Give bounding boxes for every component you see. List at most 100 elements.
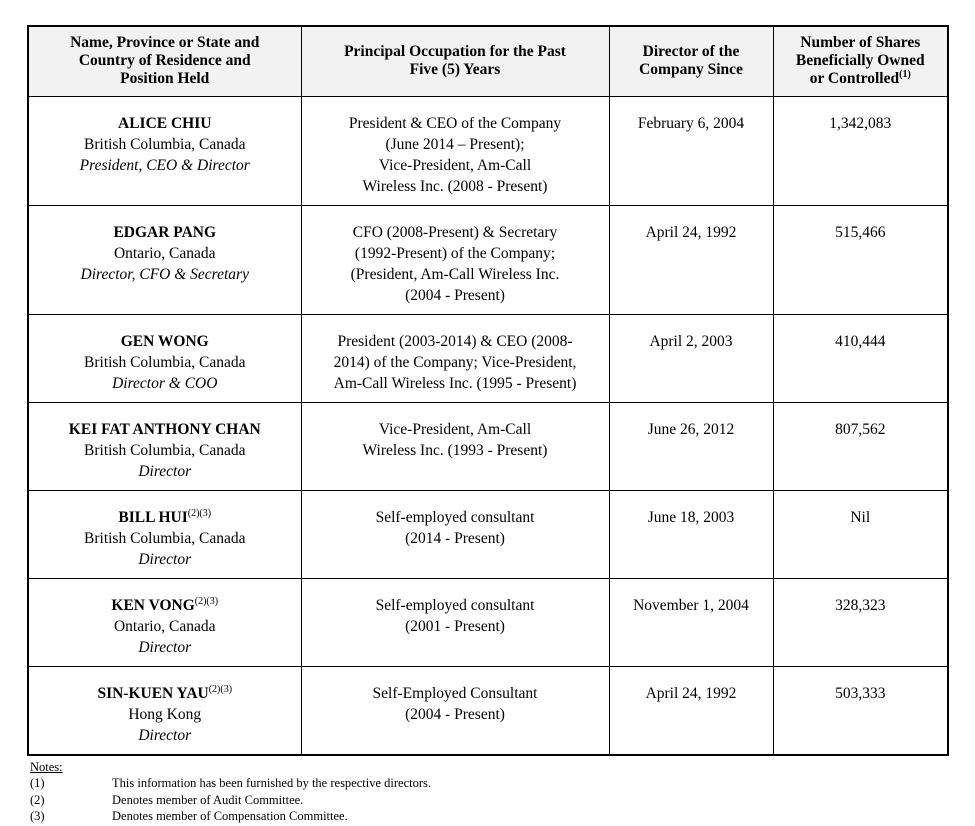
name-cell: EDGAR PANG Ontario, Canada Director, CFO…	[27, 204, 302, 315]
director-occupation: President (2003-2014) & CEO (2008- 2014)…	[333, 332, 577, 392]
table-row: EDGAR PANG Ontario, Canada Director, CFO…	[27, 204, 949, 315]
shares-count: 515,466	[835, 223, 886, 241]
director-occupation: Self-Employed Consultant (2004 - Present…	[372, 684, 538, 723]
director-name: KEI FAT ANTHONY CHAN	[68, 420, 261, 438]
header-footnote-ref: (1)	[899, 69, 911, 81]
note-item: (2) Denotes member of Audit Committee.	[30, 792, 950, 809]
name-cell: ALICE CHIU British Columbia, Canada Pres…	[27, 95, 302, 206]
director-position: Director, CFO & Secretary	[80, 265, 249, 283]
column-header-shares-owned: Number of Shares Beneficially Owned or C…	[772, 25, 949, 97]
note-text: This information has been furnished by t…	[112, 776, 432, 790]
column-header-label: Name, Province or State and Country of R…	[70, 34, 260, 88]
shares-cell: 515,466	[772, 204, 949, 315]
occupation-cell: CFO (2008-Present) & Secretary (1992-Pre…	[300, 204, 610, 315]
director-position: President, CEO & Director	[79, 156, 250, 174]
table-row: BILL HUI(2)(3) British Columbia, Canada …	[27, 489, 949, 579]
name-cell: KEI FAT ANTHONY CHAN British Columbia, C…	[27, 401, 302, 491]
table-row: KEI FAT ANTHONY CHAN British Columbia, C…	[27, 401, 949, 491]
notes-title: Notes:	[30, 759, 63, 774]
shares-count: 328,323	[835, 596, 886, 614]
table-row: ALICE CHIU British Columbia, Canada Pres…	[27, 95, 949, 206]
occupation-cell: President & CEO of the Company (June 201…	[300, 95, 610, 206]
note-text: Denotes member of Audit Committee.	[112, 792, 304, 807]
director-position: Director & COO	[112, 374, 218, 392]
name-cell: GEN WONG British Columbia, Canada Direct…	[27, 313, 302, 403]
director-residence: British Columbia, Canada	[84, 441, 246, 459]
shares-cell: 807,562	[772, 401, 949, 491]
director-occupation: CFO (2008-Present) & Secretary (1992-Pre…	[350, 223, 560, 304]
director-since-cell: April 2, 2003	[608, 313, 774, 403]
name-footnote-ref: (2)(3)	[208, 683, 233, 695]
director-residence: British Columbia, Canada	[84, 529, 246, 547]
shares-cell: 503,333	[772, 665, 949, 755]
director-since-date: June 26, 2012	[647, 420, 735, 438]
director-position: Director	[138, 726, 192, 744]
director-residence: Hong Kong	[128, 705, 202, 723]
director-residence: Ontario, Canada	[113, 244, 216, 262]
shares-cell: 410,444	[772, 313, 949, 403]
director-residence: British Columbia, Canada	[84, 353, 246, 371]
director-since-cell: April 24, 1992	[608, 665, 774, 755]
name-cell: KEN VONG(2)(3) Ontario, Canada Director	[27, 577, 302, 667]
shares-count: 807,562	[835, 420, 886, 438]
note-label: (3)	[30, 809, 45, 823]
director-name: BILL HUI	[118, 508, 188, 526]
column-header-director-since: Director of the Company Since	[608, 25, 774, 97]
shares-count: Nil	[850, 508, 871, 526]
name-footnote-ref: (2)(3)	[187, 507, 212, 519]
note-text: Denotes member of Compensation Committee…	[112, 809, 348, 823]
header-row: Name, Province or State and Country of R…	[27, 25, 949, 97]
table-row: KEN VONG(2)(3) Ontario, Canada Director …	[27, 577, 949, 667]
director-since-cell: April 24, 1992	[608, 204, 774, 315]
director-name: SIN-KUEN YAU	[97, 684, 209, 702]
name-cell: BILL HUI(2)(3) British Columbia, Canada …	[27, 489, 302, 579]
column-header-principal-occupation: Principal Occupation for the Past Five (…	[300, 25, 610, 97]
name-cell: SIN-KUEN YAU(2)(3) Hong Kong Director	[27, 665, 302, 755]
shares-count: 410,444	[835, 332, 886, 350]
director-residence: British Columbia, Canada	[84, 135, 246, 153]
director-occupation: Vice-President, Am-Call Wireless Inc. (1…	[362, 420, 548, 459]
note-item: (1) This information has been furnished …	[30, 775, 950, 792]
director-since-date: April 24, 1992	[645, 223, 737, 241]
director-since-cell: February 6, 2004	[608, 95, 774, 206]
director-occupation: Self-employed consultant (2001 - Present…	[375, 596, 535, 635]
directors-table: Name, Province or State and Country of R…	[27, 25, 949, 756]
column-header-name-residence-position: Name, Province or State and Country of R…	[27, 25, 302, 97]
note-label: (1)	[30, 776, 45, 790]
director-since-date: February 6, 2004	[637, 114, 745, 132]
note-label: (2)	[30, 792, 45, 807]
director-since-cell: November 1, 2004	[608, 577, 774, 667]
director-name: ALICE CHIU	[118, 114, 212, 132]
occupation-cell: Self-employed consultant (2001 - Present…	[300, 577, 610, 667]
director-since-date: April 24, 1992	[645, 684, 737, 702]
shares-cell: 328,323	[772, 577, 949, 667]
director-name: KEN VONG	[111, 596, 195, 614]
director-occupation: President & CEO of the Company (June 201…	[348, 114, 562, 195]
director-since-cell: June 18, 2003	[608, 489, 774, 579]
director-since-cell: June 26, 2012	[608, 401, 774, 491]
director-position: Director	[138, 550, 192, 568]
director-position: Director	[138, 638, 192, 656]
column-header-label: Principal Occupation for the Past Five (…	[344, 43, 566, 79]
director-since-date: November 1, 2004	[633, 596, 749, 614]
shares-count: 503,333	[835, 684, 886, 702]
note-item: (3) Denotes member of Compensation Commi…	[30, 808, 950, 825]
director-occupation: Self-employed consultant (2014 - Present…	[375, 508, 535, 547]
notes-section: Notes: (1) This information has been fur…	[30, 759, 950, 825]
table-row: SIN-KUEN YAU(2)(3) Hong Kong Director Se…	[27, 665, 949, 755]
name-footnote-ref: (2)(3)	[194, 595, 219, 607]
occupation-cell: Vice-President, Am-Call Wireless Inc. (1…	[300, 401, 610, 491]
shares-count: 1,342,083	[829, 114, 892, 132]
column-header-label: Number of Shares Beneficially Owned or C…	[795, 34, 925, 88]
occupation-cell: Self-employed consultant (2014 - Present…	[300, 489, 610, 579]
director-name: GEN WONG	[120, 332, 209, 350]
column-header-label: Director of the Company Since	[639, 43, 743, 79]
director-name: EDGAR PANG	[113, 223, 217, 241]
director-position: Director	[138, 462, 192, 480]
director-since-date: June 18, 2003	[647, 508, 735, 526]
shares-cell: 1,342,083	[772, 95, 949, 206]
director-residence: Ontario, Canada	[113, 617, 216, 635]
table-row: GEN WONG British Columbia, Canada Direct…	[27, 313, 949, 403]
director-since-date: April 2, 2003	[649, 332, 733, 350]
